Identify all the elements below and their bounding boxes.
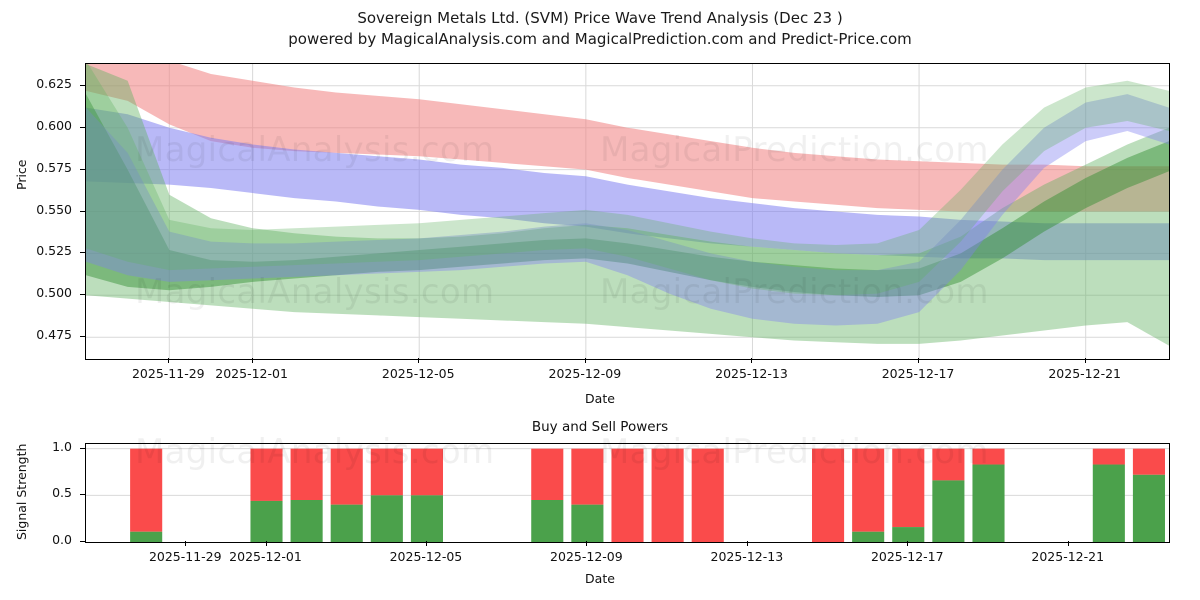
signal-x-tick-label: 2025-12-21 <box>1031 549 1105 564</box>
buy-power-bar <box>370 495 403 542</box>
buy-power-bar <box>290 500 323 542</box>
price-x-tick-label: 2025-12-09 <box>548 366 622 381</box>
sell-power-bar <box>1092 448 1125 465</box>
price-x-tick-label: 2025-12-21 <box>1048 366 1122 381</box>
signal-y-tick-label: 0.5 <box>52 485 72 501</box>
sell-power-bar <box>410 448 443 496</box>
buy-power-bar <box>250 500 283 542</box>
price-x-tick-mark <box>1084 358 1086 363</box>
signal-x-tick-label: 2025-12-01 <box>229 549 302 564</box>
price-y-tick-label: 0.525 <box>36 243 72 259</box>
signal-x-tick-mark <box>746 541 748 546</box>
price-x-tick-mark <box>168 358 170 363</box>
bar-chart-title: Buy and Sell Powers <box>531 419 669 435</box>
price-y-tick-mark <box>80 210 85 212</box>
sell-power-bar <box>130 448 163 532</box>
price-y-tick-label: 0.625 <box>36 75 72 91</box>
sell-power-bar <box>651 448 684 542</box>
buy-power-bar <box>932 480 965 542</box>
price-y-tick-label: 0.475 <box>36 327 72 343</box>
sell-power-bar <box>531 448 564 500</box>
price-x-tick-label: 2025-12-01 <box>215 366 288 381</box>
signal-x-tick-label: 2025-12-05 <box>389 549 463 564</box>
buy-power-bar <box>410 495 443 542</box>
price-x-tick-label: 2025-12-05 <box>381 366 455 381</box>
buy-power-bar <box>1092 464 1125 542</box>
buy-power-bar <box>1132 474 1165 542</box>
price-band-green-broad-wave <box>86 64 1169 346</box>
price-x-tick-mark <box>584 358 586 363</box>
price-x-tick-label: 2025-11-29 <box>131 366 205 381</box>
price-x-tick-mark <box>251 358 253 363</box>
signal-x-tick-mark <box>586 541 588 546</box>
signal-x-tick-mark <box>265 541 267 546</box>
sell-power-bar <box>932 448 965 481</box>
price-y-tick-mark <box>80 336 85 338</box>
date-axis-label-main: Date <box>585 391 615 406</box>
signal-x-tick-label: 2025-11-29 <box>148 549 222 564</box>
buy-power-bar <box>531 500 564 542</box>
price-x-tick-mark <box>418 358 420 363</box>
signal-x-tick-label: 2025-12-09 <box>550 549 623 564</box>
signal-x-tick-mark <box>425 541 427 546</box>
buy-power-bar <box>130 531 163 542</box>
price-x-tick-label: 2025-12-13 <box>715 366 788 381</box>
price-y-tick-label: 0.600 <box>36 117 72 133</box>
signal-y-tick-mark <box>80 494 85 496</box>
date-axis-label-bar: Date <box>585 571 615 586</box>
sell-power-bar <box>250 448 283 501</box>
sell-power-bar <box>370 448 403 496</box>
price-band-blue-mid-wave <box>86 107 1169 261</box>
signal-x-tick-mark <box>907 541 909 546</box>
signal-y-tick-mark <box>80 541 85 542</box>
price-y-tick-mark <box>80 252 85 254</box>
signal-x-tick-mark <box>185 541 187 546</box>
price-x-tick-label: 2025-12-17 <box>881 366 955 381</box>
price-y-tick-label: 0.550 <box>36 201 72 217</box>
signal-x-tick-label: 2025-12-17 <box>870 549 944 564</box>
signal-y-tick-label: 0.0 <box>52 532 72 547</box>
price-band-red-upper-wave <box>86 64 1169 212</box>
signal-x-tick-label: 2025-12-13 <box>710 549 784 564</box>
price-y-tick-mark <box>80 294 85 296</box>
buy-power-bar <box>972 464 1005 542</box>
buy-power-bar <box>852 531 885 542</box>
price-y-tick-mark <box>80 84 85 86</box>
sell-power-bar <box>330 448 363 505</box>
signal-x-tick-mark <box>1067 541 1069 546</box>
sell-power-bar <box>972 448 1005 465</box>
sell-power-bar <box>290 448 323 500</box>
price-band-blue-lower-dip-wave <box>86 94 1169 326</box>
price-y-tick-mark <box>80 126 85 128</box>
signal-y-tick-mark <box>80 447 85 449</box>
sell-power-bar <box>571 448 604 505</box>
chart-title-block: Sovereign Metals Ltd. (SVM) Price Wave T… <box>0 8 1200 50</box>
buy-power-bar <box>571 504 604 542</box>
price-y-tick-label: 0.575 <box>36 159 72 175</box>
price-y-tick-mark <box>80 168 85 170</box>
signal-strength-plot-area <box>85 443 1170 543</box>
price-x-tick-mark <box>918 358 920 363</box>
price-wave-svg <box>86 64 1169 359</box>
buy-power-bar <box>892 527 925 542</box>
sell-power-bar <box>892 448 925 528</box>
sell-power-bar <box>852 448 885 532</box>
page-title: Sovereign Metals Ltd. (SVM) Price Wave T… <box>357 9 843 27</box>
price-band-green-rise-tail-wave <box>86 64 1169 296</box>
buy-power-bar <box>330 504 363 542</box>
signal-strength-svg <box>86 448 1169 542</box>
sell-power-bar <box>691 448 724 542</box>
page-subtitle: powered by MagicalAnalysis.com and Magic… <box>288 30 912 48</box>
price-wave-plot-area <box>85 63 1170 360</box>
price-band-green-inner-wave <box>86 94 1169 297</box>
sell-power-bar <box>611 448 644 542</box>
price-x-tick-mark <box>751 358 753 363</box>
sell-power-bar <box>812 448 845 542</box>
sell-power-bar <box>1132 448 1165 475</box>
price-y-tick-label: 0.500 <box>36 285 72 301</box>
signal-y-tick-label: 1.0 <box>52 438 72 454</box>
